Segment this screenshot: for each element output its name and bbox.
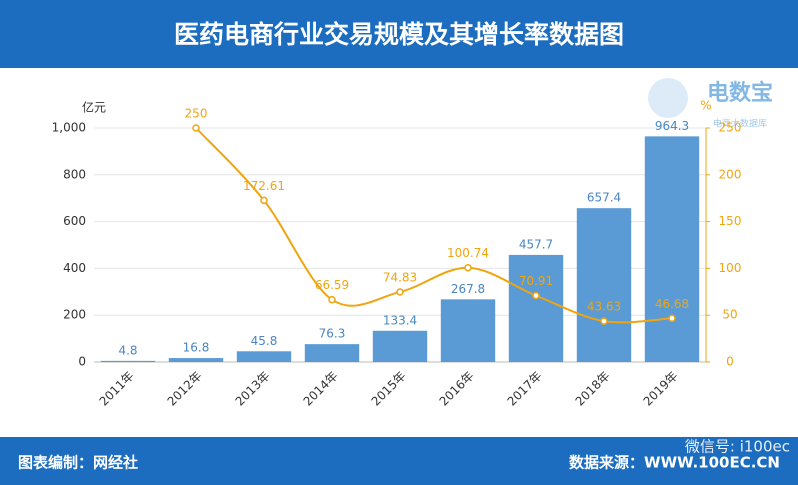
line-point — [396, 288, 404, 296]
bar — [508, 254, 564, 362]
y-tick-label: 400 — [63, 261, 86, 275]
y-tick-label: 200 — [63, 308, 86, 322]
bar — [644, 136, 700, 362]
y-tick-label: 600 — [63, 214, 86, 228]
watermark: 微信号: i100ec — [685, 438, 790, 456]
y-unit: 亿元 — [82, 100, 106, 115]
line-label: 70.91 — [519, 274, 553, 288]
y-tick-label: 1,000 — [52, 121, 86, 135]
y2-tick-label: 150 — [719, 214, 742, 228]
y2-tick-label: 200 — [719, 167, 742, 181]
x-tick-label: 2012年 — [165, 369, 205, 409]
x-tick-label: 2018年 — [573, 369, 613, 409]
line-label: 66.59 — [315, 278, 349, 292]
line-point — [260, 196, 268, 205]
bar-label: 16.8 — [183, 341, 210, 355]
line-label: 43.63 — [587, 300, 621, 314]
bar-label: 457.7 — [519, 237, 553, 251]
bar — [168, 358, 224, 362]
line-label: 74.83 — [383, 270, 417, 284]
y2-tick-label: 250 — [719, 121, 742, 135]
chart-title: 医药电商行业交易规模及其增长率数据图 — [174, 20, 624, 49]
line-label: 250 — [185, 107, 208, 121]
x-tick-label: 2014年 — [301, 369, 341, 409]
footer-source: 数据来源：WWW.100EC.CN — [569, 454, 780, 472]
bar — [236, 351, 292, 362]
bar-label: 45.8 — [251, 334, 278, 348]
x-tick-label: 2015年 — [369, 369, 409, 409]
header-band — [0, 0, 798, 68]
y-tick-label: 800 — [63, 167, 86, 181]
y2-tick-label: 50 — [722, 308, 737, 322]
footer-band — [0, 437, 798, 485]
footer-credit: 图表编制：网经社 — [18, 454, 138, 472]
y2-unit: % — [700, 99, 711, 113]
line-label: 172.61 — [243, 179, 285, 193]
logo-icon — [648, 78, 688, 118]
line-label: 100.74 — [447, 246, 489, 260]
y2-tick-label: 0 — [726, 355, 734, 369]
y-tick-label: 0 — [78, 355, 86, 369]
bar — [372, 330, 428, 362]
line-point — [600, 317, 608, 325]
line-point — [192, 124, 200, 132]
bar-label: 964.3 — [655, 119, 689, 133]
bar-label: 76.3 — [319, 327, 346, 341]
bar-label: 657.4 — [587, 191, 621, 205]
bar-label: 267.8 — [451, 282, 485, 296]
logo-tagline: 电商大数据库 — [713, 118, 767, 130]
line-label: 46.68 — [655, 297, 689, 311]
bar — [304, 344, 360, 362]
x-tick-label: 2017年 — [505, 369, 545, 409]
x-tick-label: 2019年 — [641, 369, 681, 409]
x-tick-label: 2016年 — [437, 369, 477, 409]
line — [195, 127, 673, 324]
bar-label: 133.4 — [383, 313, 417, 327]
bar-label: 4.8 — [118, 343, 137, 357]
bar — [576, 208, 632, 362]
line-point — [668, 314, 676, 323]
bar — [440, 299, 496, 362]
line-point — [532, 291, 540, 300]
y2-tick-label: 100 — [719, 261, 742, 275]
bar — [100, 360, 156, 362]
x-tick-label: 2011年 — [97, 369, 137, 409]
x-tick-label: 2013年 — [233, 369, 273, 409]
line-point — [328, 295, 336, 304]
line-point — [464, 263, 472, 272]
logo-name: 电数宝 — [707, 80, 773, 106]
